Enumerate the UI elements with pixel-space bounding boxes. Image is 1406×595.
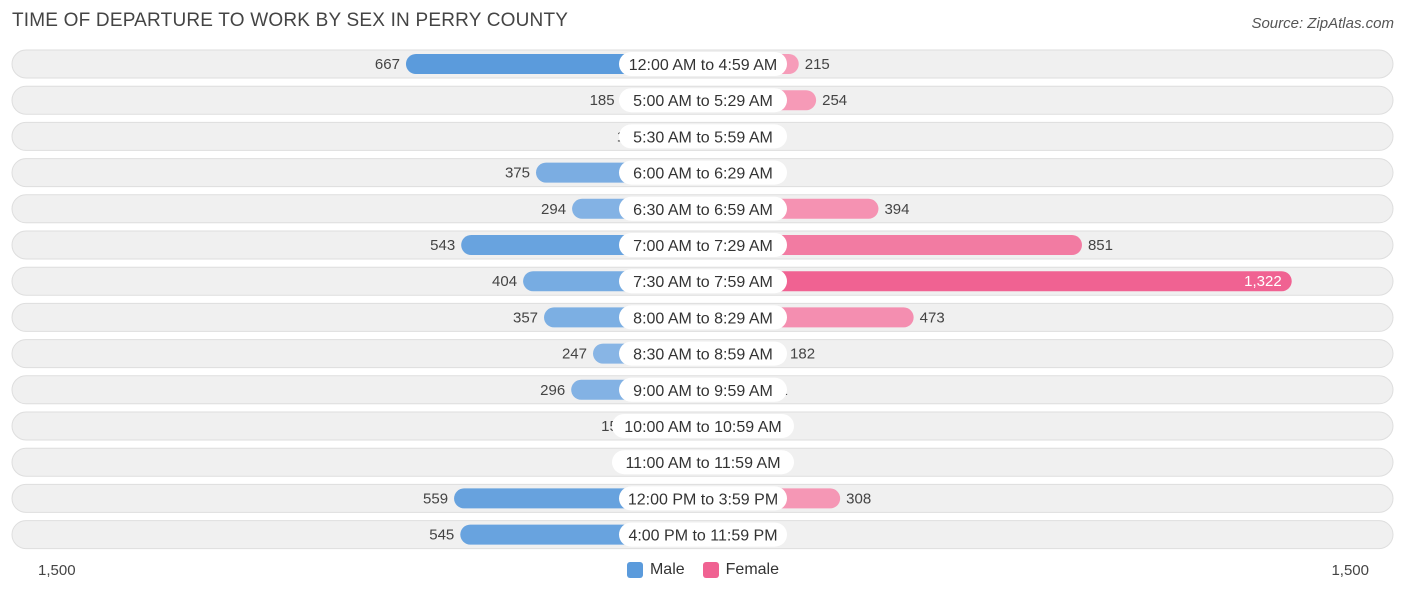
legend-female-label: Female: [725, 561, 780, 578]
legend-item-male[interactable]: Male: [626, 561, 685, 579]
category-label: 5:00 AM to 5:29 AM: [633, 93, 773, 110]
male-value-label: 545: [429, 527, 454, 544]
category-pill: [619, 88, 787, 113]
female-bar: [693, 235, 1082, 255]
female-value-label: 182: [790, 346, 815, 363]
male-value-label: 667: [375, 56, 400, 73]
category-label: 8:30 AM to 8:59 AM: [633, 347, 773, 364]
category-pill: [619, 124, 787, 149]
category-label: 9:00 AM to 9:59 AM: [633, 383, 773, 400]
female-value-label: 215: [805, 56, 830, 73]
legend: Male Female: [0, 561, 1406, 579]
legend-item-female[interactable]: Female: [702, 561, 780, 579]
male-value-label: 185: [590, 92, 615, 109]
category-label: 6:00 AM to 6:29 AM: [633, 166, 773, 183]
category-pill: [619, 522, 787, 547]
male-value-label: 247: [562, 346, 587, 363]
male-value-label: 404: [492, 273, 517, 290]
axis-left-label: 1,500: [38, 562, 76, 579]
female-value-label: 254: [822, 92, 847, 109]
male-value-label: 543: [430, 237, 455, 254]
category-pill: [619, 233, 787, 257]
category-pill: [619, 160, 787, 185]
male-value-label: 375: [505, 165, 530, 182]
male-value-label: 296: [540, 382, 565, 399]
category-label: 10:00 AM to 10:59 AM: [624, 419, 781, 436]
category-label: 7:30 AM to 7:59 AM: [633, 274, 773, 291]
source-note: Source: ZipAtlas.com: [1251, 15, 1394, 32]
category-pill: [619, 377, 787, 402]
category-pill: [612, 414, 794, 438]
category-label: 7:00 AM to 7:29 AM: [633, 238, 773, 255]
category-label: 12:00 AM to 4:59 AM: [629, 57, 778, 74]
female-value-label: 1,322: [1244, 273, 1282, 290]
female-value-label: 851: [1088, 237, 1113, 254]
female-value-label: 473: [920, 309, 945, 326]
category-pill: [619, 341, 787, 366]
chart-title: TIME OF DEPARTURE TO WORK BY SEX IN PERR…: [12, 10, 569, 31]
category-label: 8:00 AM to 8:29 AM: [633, 310, 773, 327]
category-pill: [619, 486, 787, 511]
female-value-label: 308: [846, 490, 871, 507]
category-label: 5:30 AM to 5:59 AM: [633, 129, 773, 146]
category-label: 4:00 PM to 11:59 PM: [628, 528, 777, 545]
category-label: 6:30 AM to 6:59 AM: [633, 202, 773, 219]
category-pill: [612, 450, 794, 475]
legend-male-label: Male: [649, 561, 685, 578]
male-value-label: 357: [513, 309, 538, 326]
female-bar: [693, 271, 1292, 292]
female-swatch: [702, 562, 719, 578]
category-pill: [619, 52, 787, 76]
axis-right-label: 1,500: [1331, 562, 1369, 579]
category-pill: [619, 196, 787, 221]
male-value-label: 294: [541, 201, 566, 218]
female-value-label: 394: [884, 201, 909, 218]
category-pill: [619, 269, 787, 294]
category-pill: [619, 305, 787, 330]
male-swatch: [626, 562, 643, 578]
bar-chart: 667 215 12:00 AM to 4:59 AM 185 254 5:00 AM t…: [11, 49, 1394, 550]
category-label: 11:00 AM to 11:59 AM: [625, 455, 780, 472]
male-value-label: 559: [423, 490, 448, 507]
category-label: 12:00 PM to 3:59 PM: [628, 491, 778, 508]
